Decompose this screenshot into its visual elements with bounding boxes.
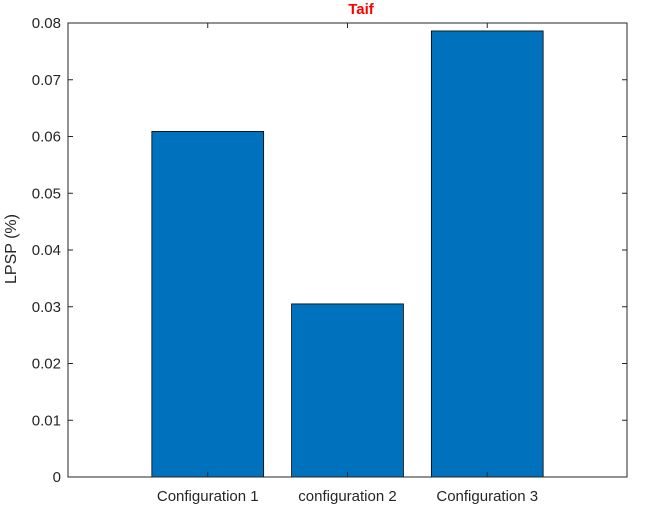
y-tick-label: 0.01 bbox=[32, 412, 61, 429]
y-tick-label: 0.02 bbox=[32, 356, 61, 373]
bar-2 bbox=[291, 303, 404, 478]
chart-title: Taif bbox=[348, 1, 375, 18]
y-tick-label: 0.06 bbox=[32, 129, 61, 146]
y-tick-label: 0.08 bbox=[32, 15, 61, 32]
y-axis: 0 0.01 0.02 0.03 0.04 0.05 0.06 0.07 0.08 bbox=[32, 15, 627, 486]
y-tick-label: 0.03 bbox=[32, 299, 61, 316]
x-axis: Configuration 1 configuration 2 Configurat… bbox=[157, 23, 538, 505]
y-tick-label: 0.07 bbox=[32, 72, 61, 89]
x-tick-label: Configuration 3 bbox=[436, 488, 538, 505]
x-tick-label: configuration 2 bbox=[298, 488, 396, 505]
bar-1 bbox=[151, 130, 265, 478]
bars-layer bbox=[151, 30, 544, 478]
y-tick-label: 0 bbox=[53, 469, 61, 486]
y-axis-label: LPSP (%) bbox=[3, 214, 20, 284]
bar-3 bbox=[430, 30, 544, 478]
x-tick-label: Configuration 1 bbox=[157, 488, 259, 505]
y-tick-label: 0.05 bbox=[32, 185, 61, 202]
y-tick-label: 0.04 bbox=[32, 242, 61, 259]
